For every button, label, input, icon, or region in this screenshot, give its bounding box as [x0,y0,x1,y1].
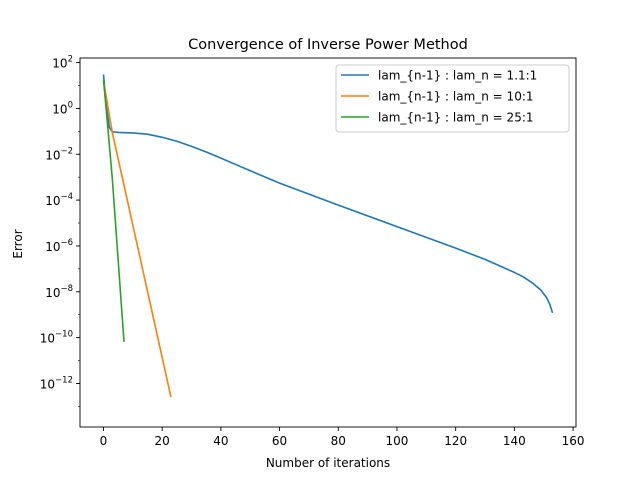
legend-label-2: lam_{n-1} : lam_n = 10:1 [378,90,534,104]
x-tick-label: 140 [503,434,526,448]
legend-label-1: lam_{n-1} : lam_n = 1.1:1 [378,69,537,83]
x-axis-ticks: 0 20 40 60 80 100 120 140 160 [100,427,585,448]
y-tick-label: 10−2 [45,146,73,162]
x-tick-label: 0 [100,434,108,448]
x-tick-label: 20 [155,434,170,448]
series-line-2 [102,81,172,398]
plot-area [79,57,577,428]
series-lines [102,74,554,398]
legend-box [335,64,570,133]
y-axis-ticks: 102 100 10−2 10−4 10−6 10−8 10−10 10−12 [40,55,80,407]
x-tick-label: 80 [331,434,346,448]
x-tick-label: 160 [562,434,585,448]
chart-title: Convergence of Inverse Power Method [188,37,468,53]
x-axis-title: Number of iterations [266,456,390,470]
y-tick-label: 10−12 [40,375,73,391]
x-tick-label: 100 [386,434,409,448]
series-line-3 [102,79,125,342]
x-tick-label: 40 [213,434,228,448]
y-tick-label: 100 [52,100,73,116]
legend-label-3: lam_{n-1} : lam_n = 25:1 [378,111,534,125]
y-tick-label: 10−4 [45,192,73,208]
series-line-1 [102,74,554,314]
x-tick-label: 60 [272,434,287,448]
y-tick-label: 10−10 [40,330,73,346]
y-tick-label: 10−8 [45,284,73,300]
y-tick-label: 102 [52,55,73,71]
axes-frame [79,57,577,428]
y-axis-title: Error [11,229,25,258]
y-tick-label: 10−6 [45,238,73,254]
legend: lam_{n-1} : lam_n = 1.1:1 lam_{n-1} : lam… [335,64,570,133]
x-tick-label: 120 [444,434,467,448]
